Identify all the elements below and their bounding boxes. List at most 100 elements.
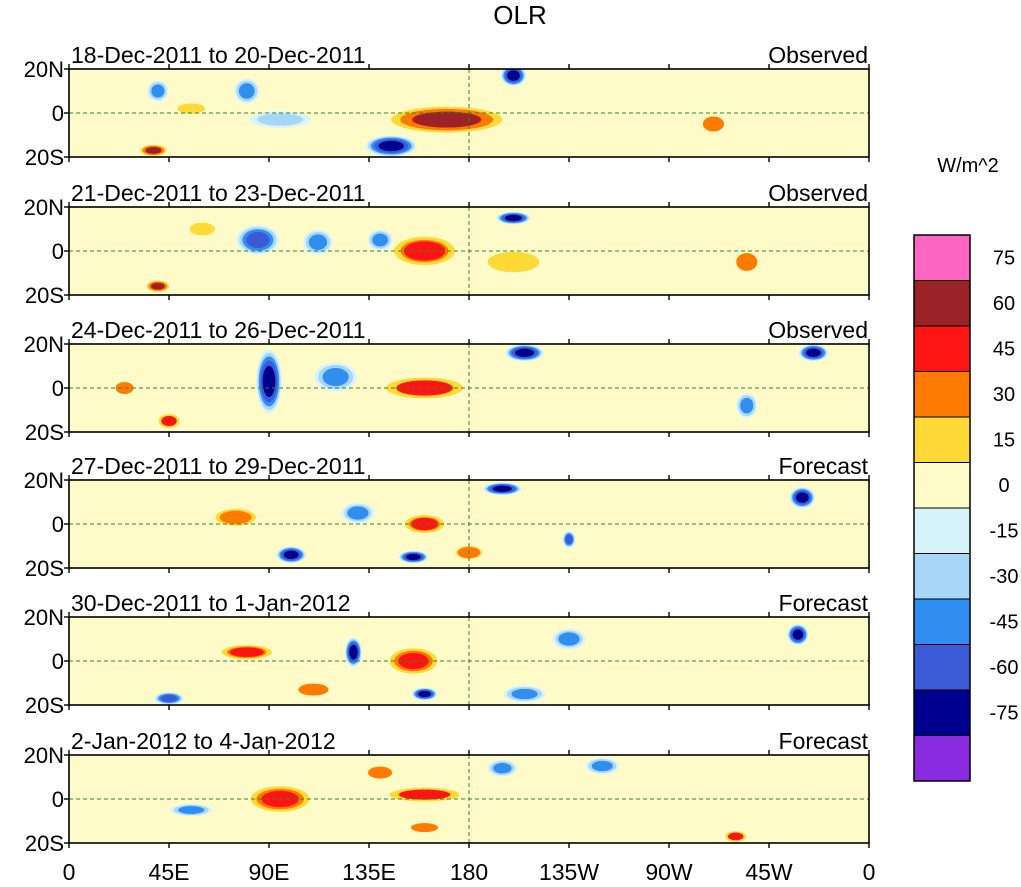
- olr-anomaly-contour: [403, 241, 446, 261]
- olr-anomaly-contour: [411, 823, 438, 833]
- olr-anomaly-contour: [412, 111, 481, 128]
- olr-anomaly-contour: [151, 84, 165, 98]
- colorbar-level-label: -30: [990, 566, 1019, 588]
- map-panel: 20N 0 20S 24-Dec-2011 to 26-Dec-2011 Observe…: [24, 317, 870, 445]
- olr-anomaly-contour: [298, 683, 329, 696]
- olr-anomaly-contour: [284, 550, 299, 559]
- x-tick-label: 135W: [539, 859, 599, 885]
- y-tick-label: 20N: [24, 743, 64, 768]
- y-tick-label: 0: [52, 101, 64, 126]
- olr-anomaly-contour: [151, 282, 165, 290]
- olr-anomaly-contour: [487, 251, 540, 273]
- figure-title: OLR: [493, 0, 546, 30]
- olr-anomaly-contour: [349, 645, 358, 660]
- olr-anomaly-contour: [378, 140, 404, 152]
- map-panel: 20N 0 20S 21-Dec-2011 to 23-Dec-2011 Observe…: [24, 180, 870, 308]
- panel-kind-label: Forecast: [779, 453, 869, 479]
- olr-anomaly-contour: [229, 647, 264, 658]
- panel-kind-label: Forecast: [779, 590, 869, 616]
- panel-field: [154, 623, 809, 705]
- y-tick-label: 0: [52, 649, 64, 674]
- panel-period-label: 27-Dec-2011 to 29-Dec-2011: [71, 453, 366, 479]
- y-tick-label: 20S: [25, 283, 64, 308]
- colorbar-swatch: [913, 462, 971, 509]
- panel-period-label: 30-Dec-2011 to 1-Jan-2012: [71, 590, 351, 616]
- colorbar-swatch: [913, 280, 971, 327]
- panel-field: [112, 344, 829, 430]
- colorbar-swatch: [913, 416, 971, 463]
- map-panel: 20N 0 20S 30-Dec-2011 to 1-Jan-2012 Forecast: [24, 590, 870, 718]
- olr-anomaly-contour: [493, 763, 512, 774]
- olr-anomaly-contour: [796, 492, 809, 503]
- x-tick-label: 0: [863, 859, 876, 885]
- y-tick-label: 0: [52, 239, 64, 264]
- colorbar-level-label: 15: [993, 430, 1015, 452]
- y-tick-label: 20N: [24, 57, 64, 82]
- y-tick-label: 20S: [25, 831, 64, 856]
- olr-anomaly-contour: [411, 517, 438, 531]
- olr-anomaly-contour: [507, 70, 520, 81]
- colorbar-swatch: [913, 689, 971, 736]
- olr-anomaly-contour: [219, 510, 252, 524]
- olr-anomaly-contour: [372, 233, 388, 247]
- olr-anomaly-contour: [493, 485, 512, 492]
- olr-anomaly-contour: [178, 806, 204, 814]
- colorbar-level-label: 75: [993, 248, 1015, 270]
- y-tick-label: 20N: [24, 605, 64, 630]
- olr-anomaly-contour: [565, 534, 573, 544]
- y-tick-label: 20N: [24, 332, 64, 357]
- y-tick-label: 0: [52, 376, 64, 401]
- olr-anomaly-contour: [418, 690, 431, 698]
- x-tick-label: 45W: [745, 859, 793, 885]
- panel-kind-label: Observed: [768, 42, 868, 68]
- olr-anomaly-contour: [239, 83, 255, 99]
- y-tick-label: 20S: [25, 145, 64, 170]
- colorbar-level-label: 45: [993, 339, 1015, 361]
- olr-anomaly-contour: [257, 113, 303, 126]
- y-tick-label: 20S: [25, 693, 64, 718]
- colorbar-swatch: [913, 325, 971, 372]
- panels-group: 20N 0 20S 18-Dec-2011 to 20-Dec-2011 Observe…: [24, 42, 870, 856]
- olr-anomaly-contour: [189, 222, 216, 236]
- olr-anomaly-contour: [703, 116, 724, 132]
- panel-period-label: 18-Dec-2011 to 20-Dec-2011: [71, 42, 366, 68]
- panel-kind-label: Forecast: [779, 728, 869, 754]
- olr-anomaly-contour: [515, 348, 534, 357]
- map-panel: 20N 0 20S 27-Dec-2011 to 29-Dec-2011 Forecas…: [24, 453, 870, 581]
- panel-period-label: 21-Dec-2011 to 23-Dec-2011: [71, 180, 366, 206]
- colorbar-level-label: -75: [990, 703, 1019, 725]
- olr-anomaly-contour: [161, 695, 177, 702]
- colorbar-level-label: -15: [990, 521, 1019, 543]
- x-tick-label: 0: [63, 859, 76, 885]
- x-tick-label: 45E: [149, 859, 190, 885]
- olr-anomaly-contour: [262, 366, 276, 397]
- olr-anomaly-contour: [145, 147, 162, 154]
- map-panel: 20N 0 20S 2-Jan-2012 to 4-Jan-2012 Forecast: [24, 728, 870, 856]
- colorbar-swatch: [913, 735, 971, 782]
- olr-anomaly-contour: [161, 415, 177, 427]
- x-tick-label: 180: [450, 859, 488, 885]
- colorbar-swatch: [913, 234, 971, 281]
- colorbar-level-label: -45: [990, 612, 1019, 634]
- x-tick-label: 90E: [249, 859, 290, 885]
- olr-anomaly-contour: [558, 632, 580, 646]
- olr-anomaly-contour: [246, 232, 270, 248]
- olr-anomaly-contour: [308, 234, 327, 250]
- x-axis-ticks: 0 45E 90E 135E 180 135W 90W 45W 0: [63, 859, 876, 885]
- olr-anomaly-contour: [736, 253, 758, 271]
- colorbar-swatch: [913, 507, 971, 554]
- colorbar-swatch: [913, 644, 971, 691]
- colorbar-level-label: 30: [993, 384, 1015, 406]
- x-tick-label: 90W: [645, 859, 693, 885]
- colorbar-swatch: [913, 598, 971, 645]
- colorbar: 75 60 45 30 15 0 -15 -30 -45 -60 -75: [913, 234, 1019, 782]
- y-tick-label: 0: [52, 512, 64, 537]
- olr-anomaly-contour: [505, 214, 522, 222]
- panel-kind-label: Observed: [768, 317, 868, 343]
- olr-anomaly-contour: [396, 380, 453, 396]
- y-tick-label: 20N: [24, 468, 64, 493]
- y-tick-label: 0: [52, 787, 64, 812]
- panel-field: [210, 482, 816, 564]
- colorbar-level-label: 60: [993, 293, 1015, 315]
